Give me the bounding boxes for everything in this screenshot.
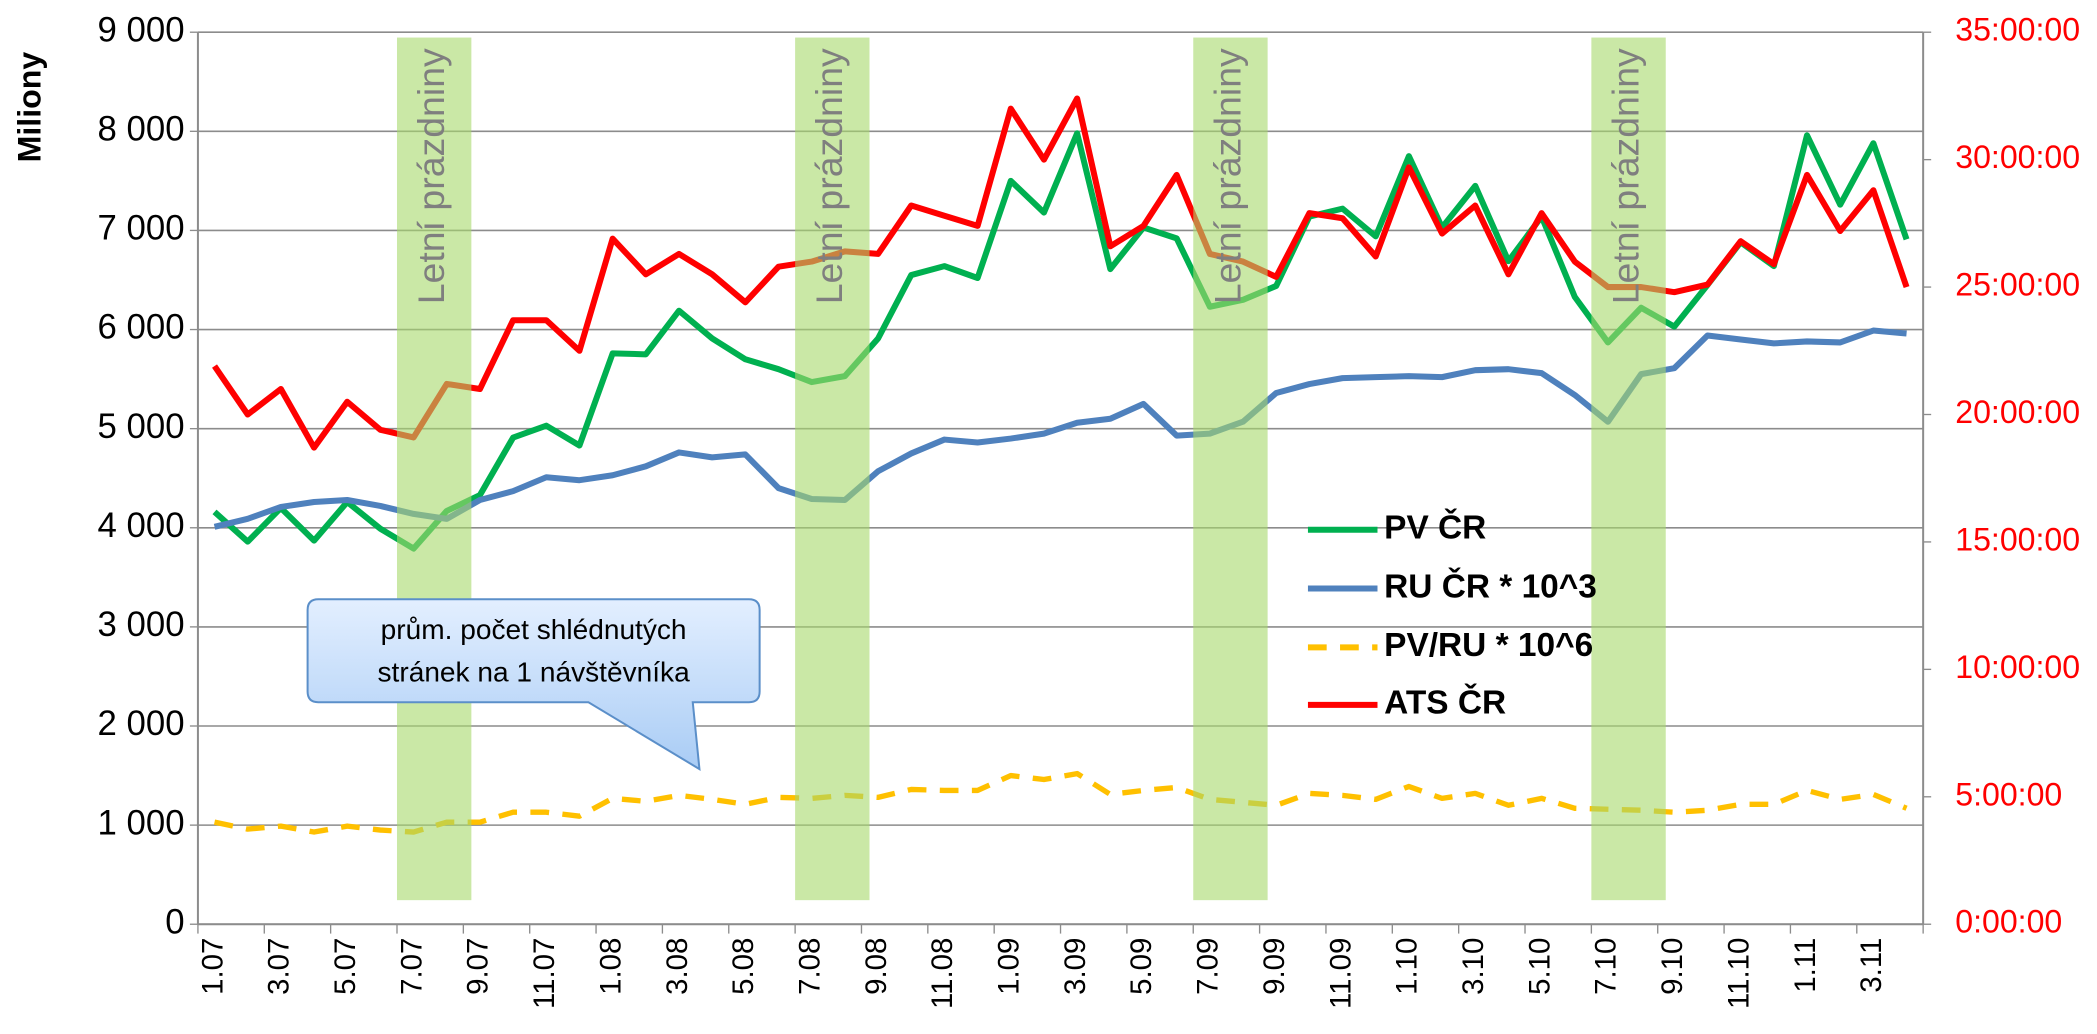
- y2-tick-label: 0:00:00: [1955, 904, 2062, 940]
- y2-tick-label: 30:00:00: [1955, 139, 2080, 175]
- y-tick-label: 4 000: [98, 507, 185, 545]
- x-tick-label: 9.07: [462, 938, 495, 995]
- y-tick-label: 2 000: [98, 705, 185, 743]
- callout-text: stránek na 1 návštěvníka: [378, 657, 691, 688]
- summer-band: [1591, 37, 1666, 901]
- x-tick-label: 11.07: [528, 938, 561, 1009]
- x-tick-label: 11.10: [1722, 938, 1755, 1009]
- legend-label: PV ČR: [1384, 508, 1486, 547]
- band-label: Letní prázdniny: [1604, 48, 1646, 304]
- x-tick-label: 11.08: [926, 938, 959, 1009]
- y-axis-label: Miliony: [12, 52, 48, 163]
- band-label: Letní prázdniny: [1206, 48, 1248, 304]
- band-label: Letní prázdniny: [410, 48, 452, 304]
- x-tick-label: 7.10: [1590, 938, 1623, 995]
- legend-label: RU ČR * 10^3: [1384, 566, 1597, 605]
- x-tick-label: 1.07: [196, 938, 229, 995]
- x-tick-label: 1.11: [1789, 938, 1822, 993]
- band-label: Letní prázdniny: [808, 48, 850, 304]
- callout-text: prům. počet shlédnutých: [381, 614, 687, 645]
- x-tick-label: 7.09: [1192, 938, 1225, 995]
- x-tick-label: 1.09: [993, 938, 1026, 995]
- x-tick-label: 3.11: [1855, 938, 1888, 993]
- y-tick-label: 6 000: [98, 309, 185, 347]
- summer-band: [396, 37, 472, 901]
- y-tick-label: 1 000: [98, 804, 185, 842]
- legend-label: PV/RU * 10^6: [1384, 627, 1593, 664]
- x-tick-label: 5.09: [1125, 938, 1158, 995]
- x-tick-label: 3.07: [263, 938, 296, 995]
- x-tick-label: 9.08: [860, 938, 893, 995]
- x-tick-label: 5.08: [727, 938, 760, 995]
- x-tick-label: 3.09: [1059, 938, 1092, 995]
- y2-tick-label: 25:00:00: [1955, 267, 2080, 303]
- y2-tick-label: 20:00:00: [1955, 394, 2080, 430]
- callout-box: [306, 598, 761, 771]
- y-tick-label: 8 000: [98, 111, 185, 149]
- legend-label: ATS ČR: [1384, 683, 1506, 722]
- x-tick-label: 3.08: [661, 938, 694, 995]
- y2-tick-label: 35:00:00: [1955, 12, 2080, 48]
- y2-tick-label: 5:00:00: [1955, 776, 2062, 812]
- x-tick-label: 5.07: [329, 938, 362, 995]
- summer-band: [795, 37, 870, 901]
- x-tick-label: 11.09: [1324, 938, 1357, 1009]
- summer-band: [1193, 37, 1268, 901]
- x-tick-label: 1.10: [1391, 938, 1424, 995]
- y2-tick-label: 10:00:00: [1955, 649, 2080, 685]
- x-tick-label: 9.10: [1656, 938, 1689, 995]
- x-tick-label: 1.08: [594, 938, 627, 995]
- x-tick-label: 3.10: [1457, 938, 1490, 995]
- y-tick-label: 0: [165, 903, 184, 941]
- x-tick-label: 9.09: [1258, 938, 1291, 995]
- y-tick-label: 7 000: [98, 210, 185, 248]
- y-tick-label: 5 000: [98, 408, 185, 446]
- x-tick-label: 5.10: [1523, 938, 1556, 995]
- y-tick-label: 3 000: [98, 606, 185, 644]
- y-tick-label: 9 000: [98, 11, 185, 49]
- y2-tick-label: 15:00:00: [1955, 521, 2080, 557]
- x-tick-label: 7.07: [395, 938, 428, 995]
- x-tick-label: 7.08: [793, 938, 826, 995]
